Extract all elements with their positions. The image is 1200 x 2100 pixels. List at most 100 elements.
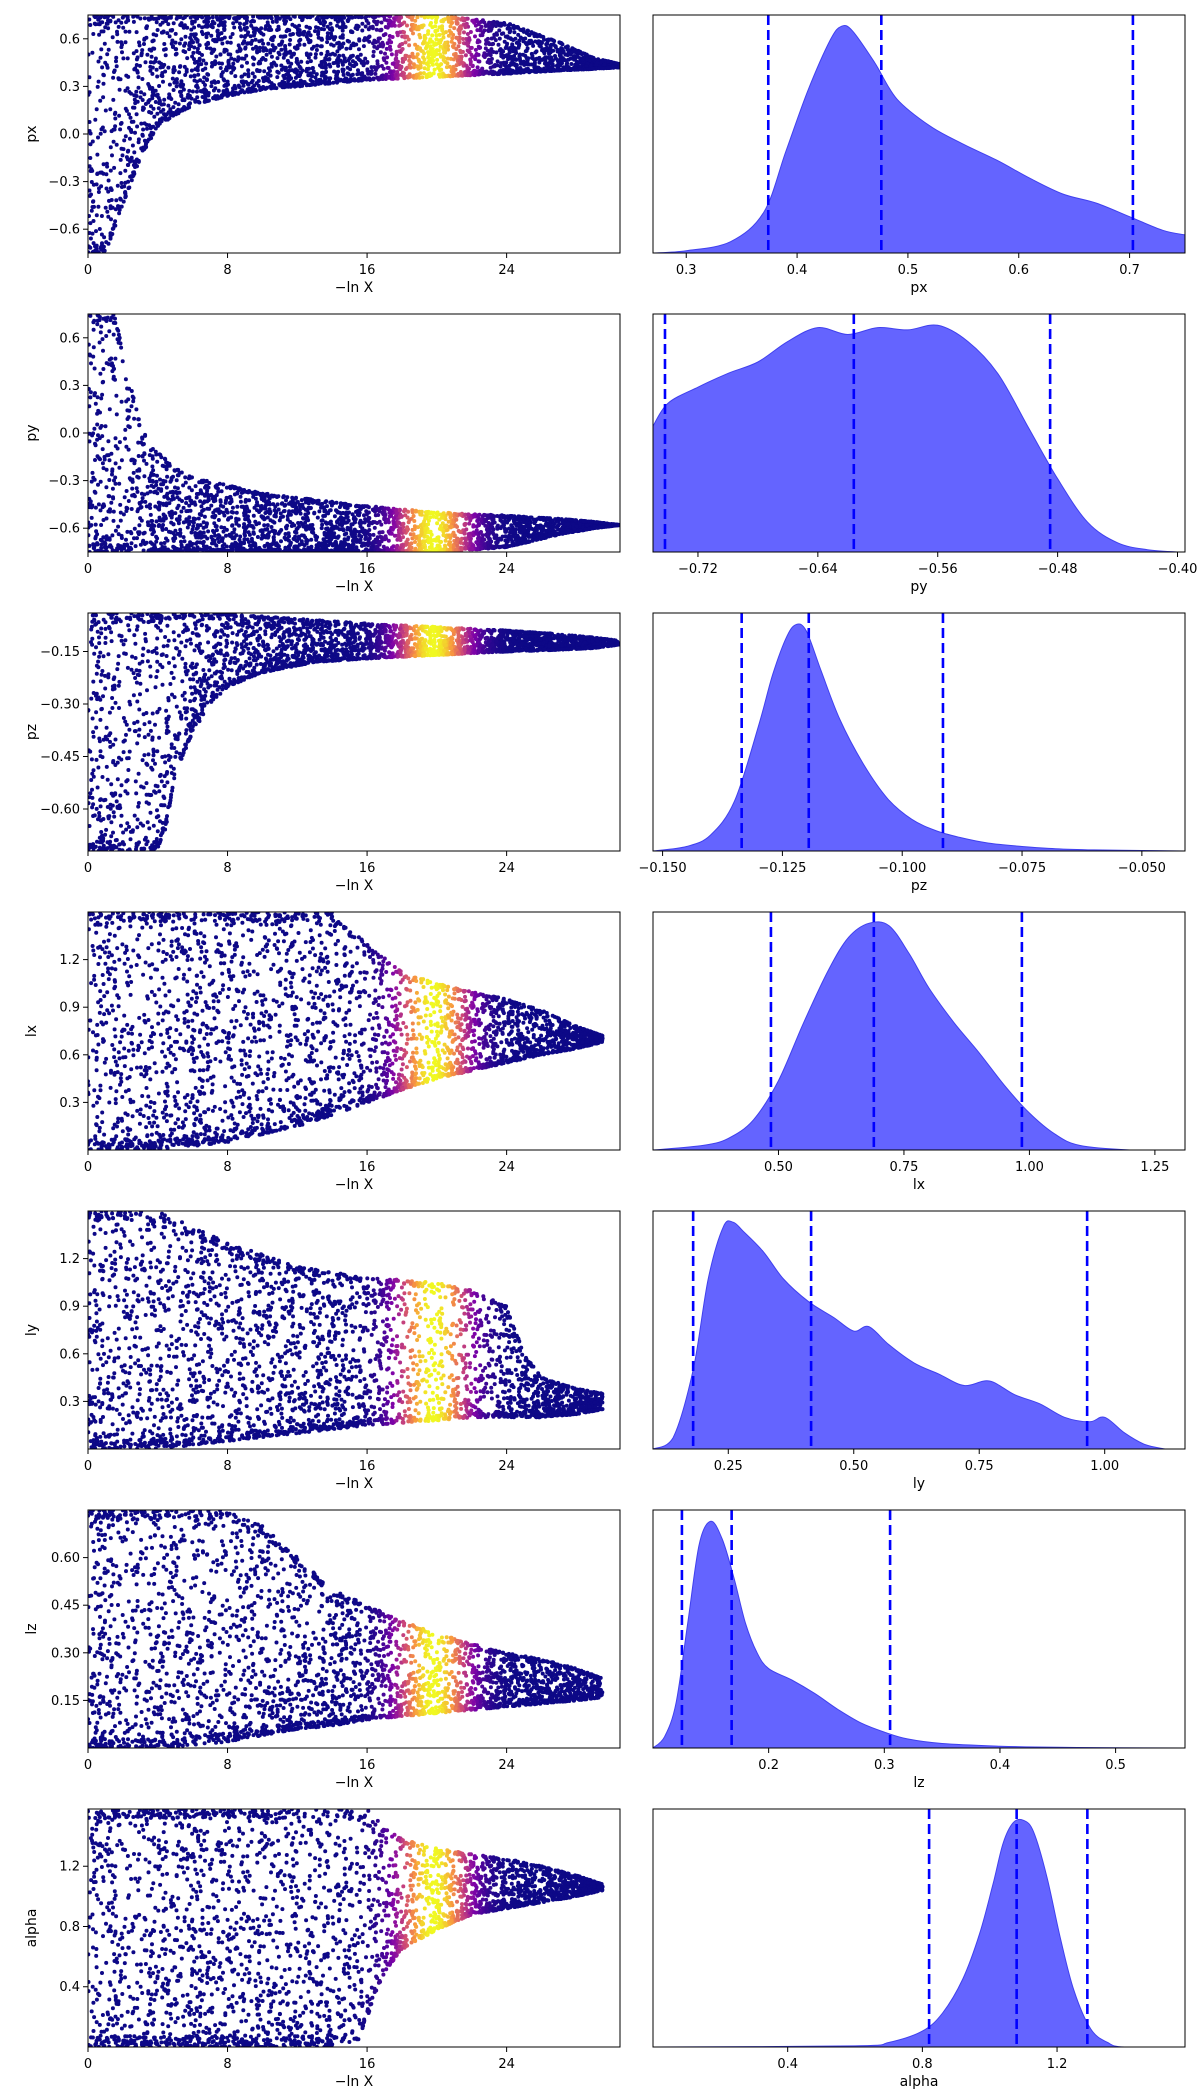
trace-point <box>572 57 577 62</box>
trace-point <box>397 23 402 28</box>
trace-point <box>386 529 391 534</box>
trace-point <box>88 75 92 80</box>
trace-point <box>371 15 376 19</box>
trace-point <box>509 62 514 67</box>
trace-point <box>503 70 508 75</box>
trace-point <box>96 135 100 140</box>
trace-point <box>129 119 134 124</box>
trace-point <box>498 21 503 26</box>
trace-point <box>133 66 138 71</box>
trace-point <box>293 75 298 80</box>
trace-point <box>165 491 170 496</box>
trace-point <box>113 461 118 466</box>
trace-point <box>269 64 274 69</box>
trace-point <box>198 523 203 528</box>
trace-point <box>236 55 241 60</box>
trace-point <box>99 523 104 527</box>
trace-point <box>90 231 95 236</box>
trace-point <box>186 509 191 513</box>
trace-point <box>555 47 560 52</box>
trace-point <box>153 56 158 61</box>
trace-point <box>491 50 496 54</box>
trace-point <box>233 86 238 91</box>
trace-point <box>206 41 211 46</box>
trace-point <box>101 171 106 176</box>
trace-point <box>257 521 261 526</box>
trace-point <box>243 510 248 515</box>
trace-point <box>298 82 303 87</box>
trace-point <box>315 43 320 48</box>
trace-point <box>126 499 131 503</box>
trace-point <box>209 503 214 508</box>
trace-point <box>88 523 93 528</box>
trace-point <box>267 79 272 84</box>
trace-point <box>96 59 101 64</box>
trace-point <box>474 53 478 58</box>
trace-point <box>458 50 463 55</box>
trace-point <box>161 478 166 483</box>
trace-point <box>126 163 131 167</box>
trace-point <box>279 47 284 52</box>
trace-point <box>137 523 142 528</box>
trace-point <box>513 50 518 55</box>
trace-point <box>191 524 196 529</box>
trace-point <box>399 64 404 69</box>
trace-point <box>462 531 467 536</box>
trace-point <box>101 367 106 371</box>
trace-point <box>98 330 103 335</box>
trace-point <box>347 56 352 61</box>
trace-point <box>308 52 313 57</box>
trace-point <box>122 138 127 143</box>
trace-point <box>350 53 355 58</box>
trace-point <box>323 56 328 61</box>
trace-point <box>98 479 103 484</box>
trace-point <box>286 531 291 536</box>
trace-point <box>140 107 145 112</box>
trace-point <box>92 15 97 19</box>
trace-point <box>269 54 274 59</box>
trace-point <box>256 78 261 83</box>
trace-point <box>324 80 329 85</box>
trace-point <box>316 81 321 86</box>
trace-point <box>88 52 91 57</box>
trace-point <box>388 19 393 24</box>
trace-point <box>253 37 258 42</box>
trace-point <box>122 15 127 18</box>
trace-point <box>402 30 406 35</box>
trace-point <box>367 39 372 44</box>
trace-point <box>177 70 182 75</box>
trace-point <box>474 18 479 23</box>
trace-point <box>101 162 106 167</box>
trace-point <box>200 68 205 72</box>
trace-point <box>580 57 585 62</box>
trace-point <box>95 171 100 176</box>
trace-point <box>415 52 420 57</box>
trace-point <box>380 510 385 515</box>
trace-point <box>178 89 182 94</box>
trace-point <box>527 62 532 67</box>
trace-point <box>487 20 492 25</box>
trace-point <box>542 69 547 74</box>
trace-point <box>107 537 112 542</box>
trace-point <box>93 22 98 27</box>
trace-point <box>136 454 141 458</box>
trace-point <box>412 524 417 529</box>
trace-point <box>136 159 141 164</box>
trace-point <box>358 58 362 63</box>
trace-point <box>184 69 189 74</box>
trace-point <box>157 84 162 88</box>
trace-point <box>272 508 277 513</box>
trace-point <box>185 56 190 61</box>
trace-point <box>111 496 116 501</box>
trace-point <box>113 475 118 480</box>
trace-point <box>146 100 151 105</box>
trace-point <box>110 15 115 18</box>
trace-point <box>165 31 170 36</box>
trace-point <box>484 41 488 46</box>
trace-point <box>323 75 328 79</box>
trace-point <box>145 126 149 131</box>
trace-point <box>477 59 482 64</box>
trace-point <box>132 416 137 421</box>
trace-point <box>136 440 141 445</box>
trace-point <box>106 26 111 31</box>
